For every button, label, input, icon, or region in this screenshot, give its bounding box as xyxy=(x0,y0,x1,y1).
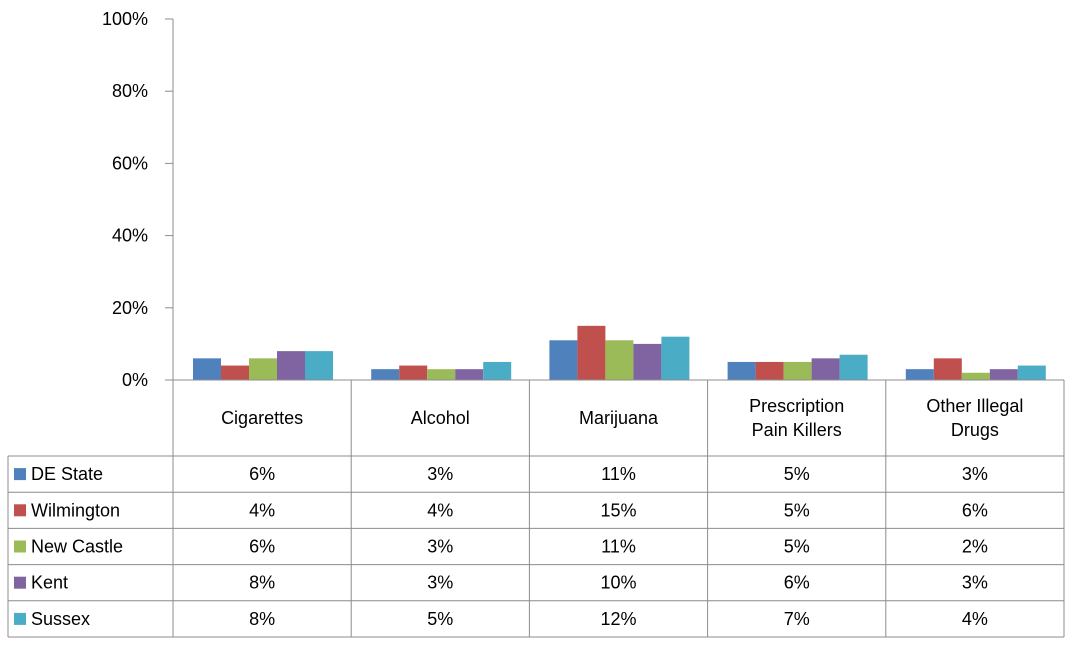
legend-label: Wilmington xyxy=(31,500,120,520)
table-cell-value: 3% xyxy=(427,537,453,557)
bar xyxy=(933,358,962,380)
bar xyxy=(305,351,333,380)
y-tick-label: 20% xyxy=(112,298,148,318)
y-tick-label: 80% xyxy=(112,81,148,101)
table-cell-value: 11% xyxy=(601,537,636,557)
bar xyxy=(193,358,221,380)
x-category-label: Marijuana xyxy=(579,408,659,428)
x-category-label: Pain Killers xyxy=(752,420,842,440)
bar xyxy=(905,369,934,380)
bar xyxy=(277,351,305,380)
bar xyxy=(727,361,756,380)
y-tick-label: 60% xyxy=(112,153,148,173)
table-cell-value: 3% xyxy=(962,573,988,593)
legend-key xyxy=(14,504,26,517)
legend-key xyxy=(14,468,26,481)
legend-label: DE State xyxy=(31,464,103,484)
bar xyxy=(605,340,634,380)
table-cell-value: 6% xyxy=(784,573,810,593)
bar xyxy=(1017,365,1046,380)
table-cell-value: 12% xyxy=(600,609,636,629)
bar xyxy=(249,358,277,380)
axes-layer: 0% 20% 40% 60% 80% 100% xyxy=(102,9,174,390)
table-cell-value: 6% xyxy=(962,500,988,520)
legend-label: Sussex xyxy=(31,609,90,629)
bar xyxy=(989,369,1018,380)
x-category-label: Prescription xyxy=(749,396,844,416)
x-category-label: Alcohol xyxy=(411,408,470,428)
table-cell-value: 6% xyxy=(249,464,275,484)
bar xyxy=(399,365,428,380)
table-cell-value: 3% xyxy=(427,573,453,593)
x-category-label: Drugs xyxy=(951,420,999,440)
bar xyxy=(549,340,578,380)
bar xyxy=(961,372,990,380)
bar xyxy=(427,369,456,380)
table-cell-value: 8% xyxy=(249,573,275,593)
table-cell-value: 4% xyxy=(427,500,453,520)
table-cell-value: 11% xyxy=(601,464,636,484)
table-cell-value: 5% xyxy=(784,464,810,484)
table-cell-value: 4% xyxy=(962,609,988,629)
table-cell-value: 4% xyxy=(249,500,275,520)
table-cell-value: 7% xyxy=(784,609,810,629)
y-tick-label: 0% xyxy=(122,370,148,390)
bars-layer xyxy=(193,325,1046,380)
table-cell-value: 5% xyxy=(784,500,810,520)
bar xyxy=(455,369,484,380)
y-tick-label: 100% xyxy=(102,9,148,29)
table-cell-value: 5% xyxy=(784,537,810,557)
table-cell-value: 15% xyxy=(600,500,636,520)
legend-key xyxy=(14,576,26,589)
table-cell-value: 3% xyxy=(427,464,453,484)
bar xyxy=(371,369,400,380)
y-tick-label: 40% xyxy=(112,226,148,246)
table-cell-value: 2% xyxy=(962,537,988,557)
table-cell-value: 10% xyxy=(600,573,636,593)
bar xyxy=(661,336,690,380)
bar xyxy=(633,343,662,380)
bar xyxy=(811,358,840,380)
legend-key xyxy=(14,612,26,625)
bar xyxy=(839,354,868,380)
table-cell-value: 3% xyxy=(962,464,988,484)
bar xyxy=(577,325,606,380)
bar xyxy=(483,361,512,380)
legend-key xyxy=(14,540,26,553)
x-category-label: Other Illegal xyxy=(926,396,1023,416)
bar xyxy=(783,361,812,380)
data-table: Cigarettes Alcohol Marijuana Prescription Pa… xyxy=(7,379,1065,638)
table-cell-value: 6% xyxy=(249,537,275,557)
bar xyxy=(755,361,784,380)
table-cell-value: 5% xyxy=(427,609,453,629)
table-cell-value: 8% xyxy=(249,609,275,629)
legend-label: Kent xyxy=(31,573,68,593)
x-category-label: Cigarettes xyxy=(221,408,303,428)
bar xyxy=(221,365,249,380)
legend-label: New Castle xyxy=(31,537,123,557)
